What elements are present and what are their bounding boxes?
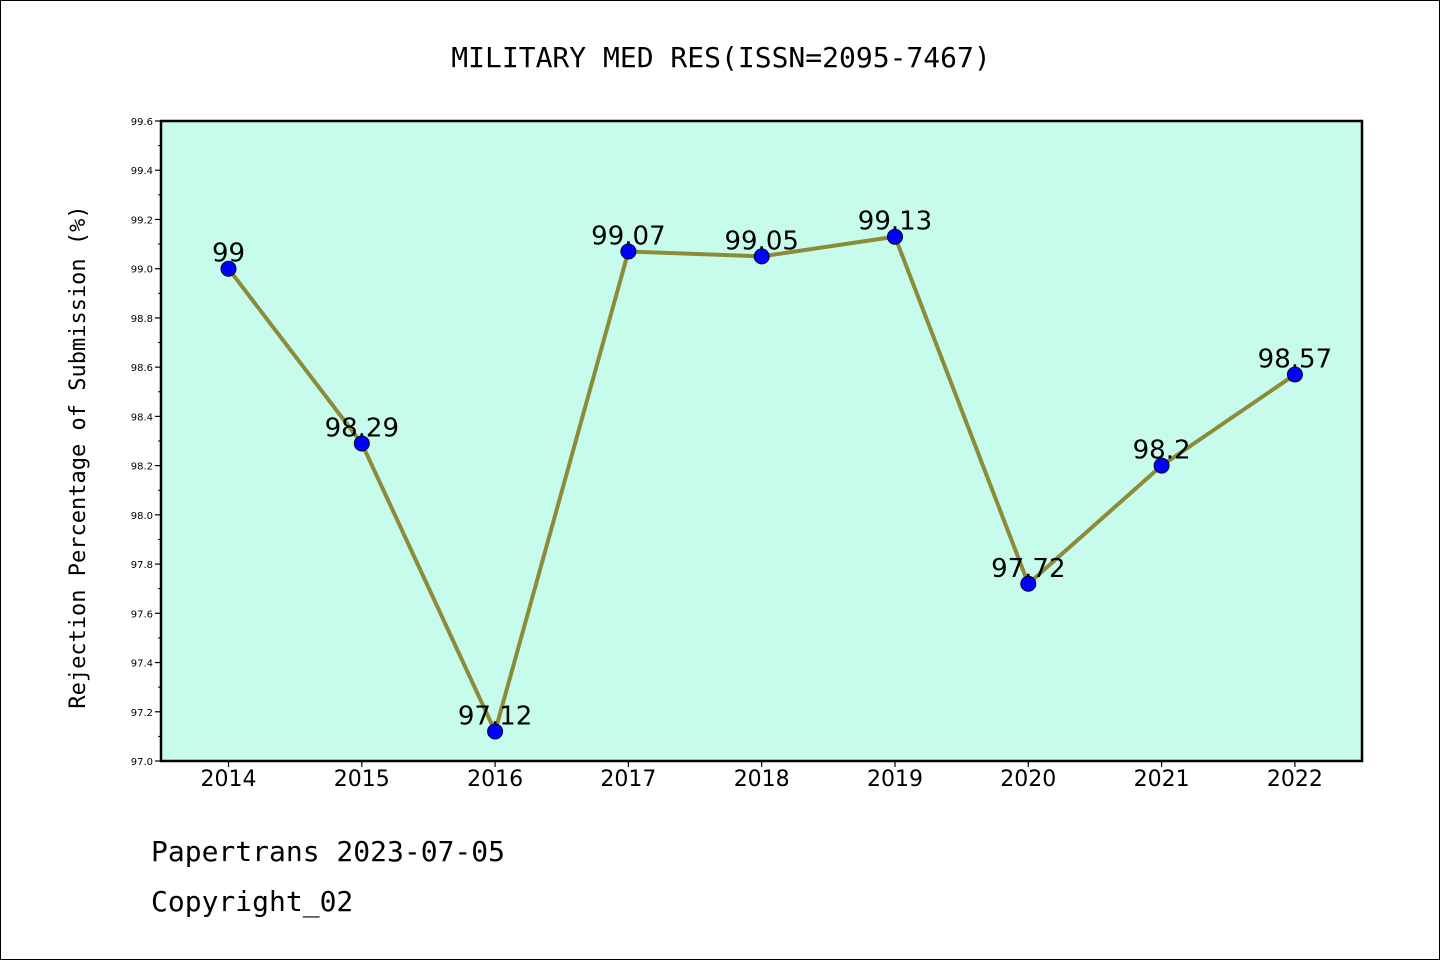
data-point (487, 723, 504, 740)
x-tick-label: 2015 (334, 767, 390, 792)
y-tick-label: 98.2 (131, 462, 153, 473)
data-label: 97.12 (458, 701, 532, 731)
data-label: 97.72 (991, 554, 1065, 584)
data-label: 99.07 (591, 221, 665, 251)
x-tick-label: 2018 (734, 767, 790, 792)
footer-copyright-text: Copyright_02 (151, 885, 354, 918)
y-axis-label: Rejection Percentage of Submission (%) (66, 205, 91, 708)
y-tick-label: 97.8 (131, 560, 153, 571)
data-point (220, 260, 237, 277)
x-tick-label: 2020 (1000, 767, 1056, 792)
data-label: 98.2 (1133, 436, 1191, 466)
chart-title: MILITARY MED RES(ISSN=2095-7467) (451, 41, 990, 74)
x-tick-label: 2014 (201, 767, 257, 792)
data-label: 98.29 (325, 413, 399, 443)
data-label: 99.05 (724, 226, 798, 256)
data-point (353, 435, 370, 452)
data-label: 98.57 (1258, 345, 1332, 375)
y-tick-label: 99.0 (131, 265, 153, 276)
y-tick-label: 98.8 (131, 314, 153, 325)
data-point (753, 248, 770, 265)
y-tick-label: 99.4 (131, 166, 153, 177)
data-label: 99 (212, 239, 245, 269)
x-tick-label: 2016 (467, 767, 523, 792)
data-point (1020, 575, 1037, 592)
x-tick-label: 2017 (600, 767, 656, 792)
footer-date-text: Papertrans 2023-07-05 (151, 835, 506, 868)
data-point (887, 228, 903, 245)
y-axis: 97.0 97.2 97.4 97.6 97.8 98.0 98.2 98.4 98.6 98.8… (131, 117, 161, 768)
data-point (1286, 366, 1303, 383)
y-tick-label: 99.2 (131, 215, 153, 226)
y-tick-label: 98.6 (131, 363, 153, 374)
y-tick-label: 97.6 (131, 609, 153, 620)
y-tick-label: 97.0 (131, 757, 153, 768)
y-tick-label: 99.6 (131, 117, 153, 128)
data-point (620, 243, 637, 260)
x-tick-label: 2022 (1267, 767, 1323, 792)
y-tick-label: 97.2 (131, 708, 153, 719)
data-series (220, 228, 1303, 740)
y-tick-label: 97.4 (131, 659, 153, 670)
x-axis: 2014 2015 2016 2017 2018 2019 2020 2021 2022 (201, 761, 1323, 792)
x-tick-label: 2021 (1134, 767, 1190, 792)
y-tick-label: 98.0 (131, 511, 153, 522)
data-labels: 99 98.29 97.12 99.07 99.05 99.13 97.72 98.2 98.5… (212, 207, 1332, 732)
x-tick-label: 2019 (867, 767, 923, 792)
data-label: 99.13 (858, 207, 932, 237)
y-tick-label: 98.4 (131, 412, 153, 423)
data-point (1153, 457, 1170, 474)
